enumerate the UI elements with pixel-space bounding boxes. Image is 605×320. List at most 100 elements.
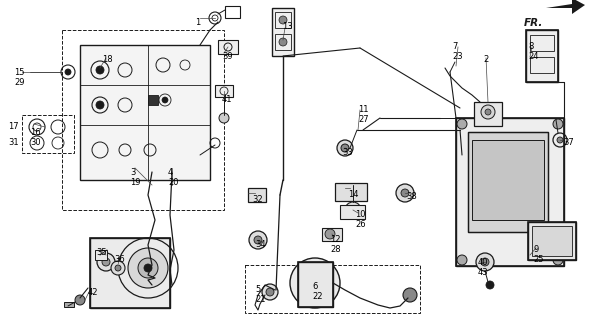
Text: 24: 24 [528, 52, 538, 61]
Text: 28: 28 [330, 245, 341, 254]
Bar [62, 30, 224, 210]
Text: 34: 34 [255, 240, 266, 249]
Text: 3: 3 [130, 168, 136, 177]
Bar [530, 57, 554, 73]
Bar [528, 222, 576, 260]
Bar [148, 95, 158, 105]
Circle shape [485, 109, 491, 115]
Bar [298, 262, 333, 307]
Circle shape [299, 267, 331, 299]
Text: 43: 43 [478, 268, 489, 277]
Text: 33: 33 [342, 148, 353, 157]
Circle shape [345, 202, 361, 218]
Text: 4: 4 [168, 168, 173, 177]
Circle shape [249, 231, 267, 249]
Circle shape [102, 258, 110, 266]
Text: 5: 5 [255, 285, 260, 294]
Text: 41: 41 [222, 95, 232, 104]
Circle shape [312, 280, 318, 286]
Bar [298, 262, 333, 307]
Text: 18: 18 [102, 55, 113, 64]
Text: 17: 17 [8, 122, 19, 131]
Text: 7: 7 [452, 42, 457, 51]
Text: 2: 2 [483, 55, 488, 64]
Circle shape [553, 255, 563, 265]
Text: 12: 12 [330, 235, 341, 244]
Text: 27: 27 [358, 115, 368, 124]
Text: 30: 30 [30, 138, 41, 147]
Circle shape [65, 69, 71, 75]
Bar [456, 118, 564, 266]
Bar [90, 238, 170, 308]
Circle shape [138, 258, 158, 278]
Circle shape [219, 113, 229, 123]
Circle shape [307, 275, 323, 291]
Text: 42: 42 [88, 288, 99, 297]
Bar [528, 222, 576, 260]
Circle shape [325, 229, 335, 239]
Text: 6: 6 [312, 282, 318, 291]
Bar [215, 85, 233, 97]
Bar [275, 34, 291, 50]
Bar [64, 302, 74, 307]
Circle shape [457, 255, 467, 265]
Bar [468, 132, 548, 232]
Text: 25: 25 [533, 255, 543, 264]
Circle shape [457, 119, 467, 129]
Circle shape [96, 101, 104, 109]
Circle shape [279, 38, 287, 46]
Circle shape [337, 140, 353, 156]
Text: 26: 26 [355, 220, 365, 229]
Text: 10: 10 [355, 210, 365, 219]
Circle shape [481, 258, 489, 266]
Circle shape [481, 105, 495, 119]
Text: 40: 40 [478, 258, 488, 267]
Circle shape [128, 248, 168, 288]
Bar [90, 238, 170, 308]
Circle shape [254, 236, 262, 244]
Text: 14: 14 [348, 190, 359, 199]
Circle shape [75, 295, 85, 305]
Bar [218, 40, 238, 54]
Bar [248, 188, 266, 202]
Circle shape [162, 97, 168, 103]
Bar [322, 228, 342, 241]
Bar [526, 30, 558, 82]
Text: 29: 29 [14, 78, 24, 87]
Text: 8: 8 [528, 42, 534, 51]
Bar [474, 102, 502, 126]
Text: 32: 32 [252, 195, 263, 204]
Text: 23: 23 [452, 52, 463, 61]
Circle shape [396, 184, 414, 202]
Text: 37: 37 [563, 138, 574, 147]
Bar [530, 35, 554, 51]
Bar [472, 140, 544, 220]
Text: 20: 20 [168, 178, 178, 187]
Bar [22, 115, 74, 153]
Bar [335, 183, 367, 201]
Text: 39: 39 [222, 52, 233, 61]
Text: 36: 36 [114, 255, 125, 264]
Circle shape [476, 253, 494, 271]
Text: 22: 22 [312, 292, 322, 301]
Circle shape [401, 189, 409, 197]
Text: 15: 15 [14, 68, 24, 77]
Text: 38: 38 [406, 192, 417, 201]
Circle shape [349, 206, 357, 214]
Text: 9: 9 [533, 245, 538, 254]
Polygon shape [546, 0, 585, 14]
Bar [340, 205, 365, 219]
Text: 19: 19 [130, 178, 140, 187]
Text: 31: 31 [8, 138, 19, 147]
Text: 35: 35 [96, 248, 106, 257]
Circle shape [144, 264, 152, 272]
Text: 1: 1 [195, 18, 200, 27]
Circle shape [557, 137, 563, 143]
Bar [526, 30, 558, 82]
Bar [272, 8, 294, 56]
Bar [95, 250, 107, 260]
Circle shape [111, 261, 125, 275]
Bar [245, 265, 420, 313]
Text: 21: 21 [255, 295, 266, 304]
Circle shape [403, 288, 417, 302]
